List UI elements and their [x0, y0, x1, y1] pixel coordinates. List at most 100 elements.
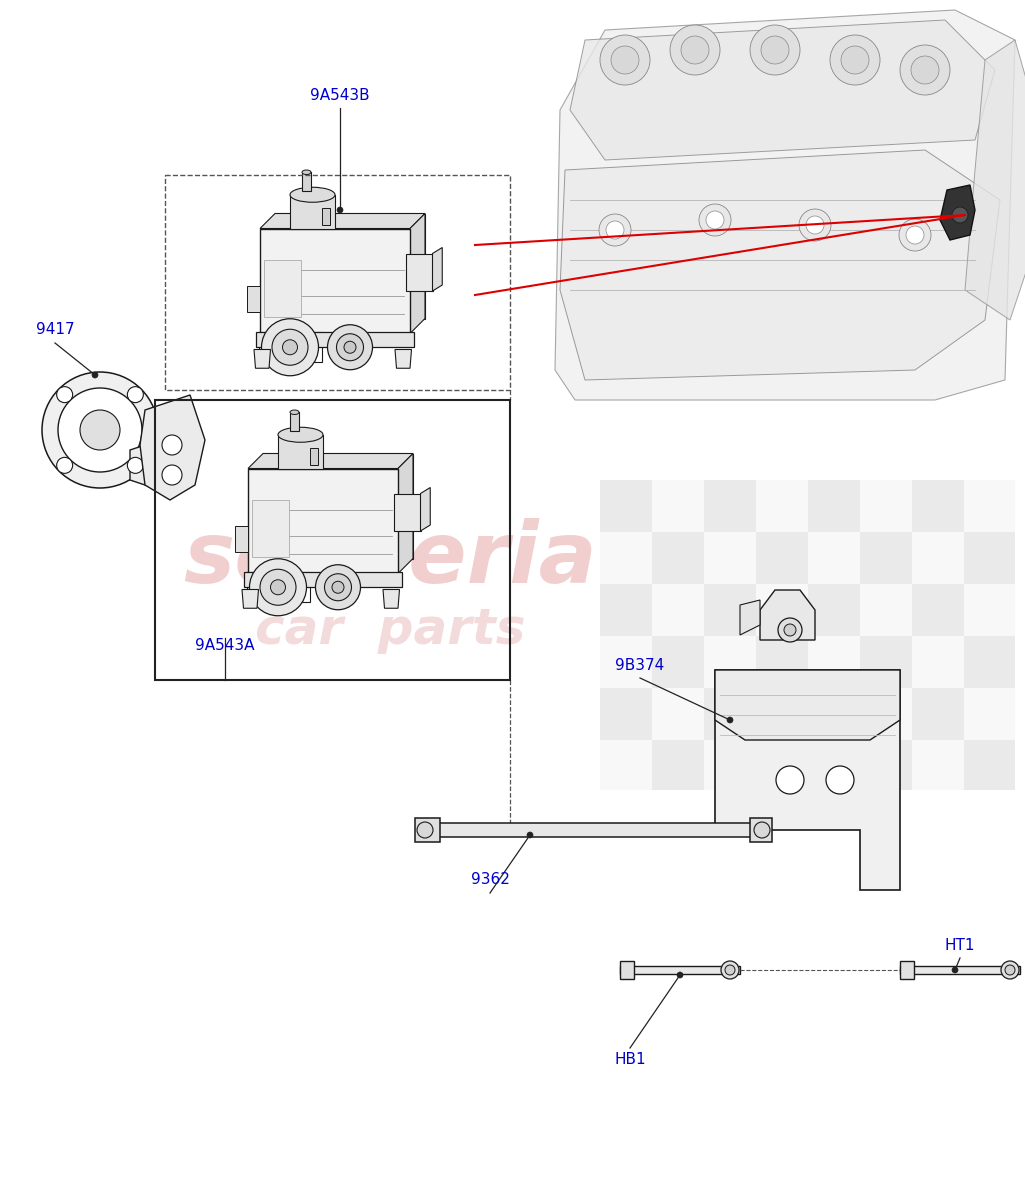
Circle shape: [721, 961, 739, 979]
Polygon shape: [278, 434, 323, 468]
Polygon shape: [560, 150, 1000, 380]
Bar: [652, 740, 704, 790]
Bar: [704, 688, 756, 740]
Bar: [756, 688, 808, 740]
Circle shape: [417, 822, 433, 838]
Circle shape: [261, 319, 319, 376]
Polygon shape: [620, 966, 740, 974]
Circle shape: [249, 559, 306, 616]
Polygon shape: [406, 253, 433, 290]
Bar: [912, 688, 963, 740]
Polygon shape: [275, 214, 425, 318]
Circle shape: [260, 569, 296, 605]
Ellipse shape: [290, 410, 299, 414]
Circle shape: [332, 581, 344, 593]
Bar: [808, 740, 860, 790]
Bar: [756, 636, 808, 688]
Bar: [964, 584, 1015, 636]
Bar: [600, 532, 652, 584]
Bar: [652, 688, 704, 740]
Circle shape: [325, 574, 352, 601]
Circle shape: [1004, 965, 1015, 974]
Bar: [912, 636, 963, 688]
Polygon shape: [715, 670, 900, 890]
Polygon shape: [235, 526, 248, 552]
Polygon shape: [715, 670, 900, 740]
Circle shape: [527, 832, 533, 838]
Circle shape: [56, 457, 73, 473]
Text: 9417: 9417: [36, 323, 74, 337]
Circle shape: [328, 325, 372, 370]
Bar: [808, 532, 860, 584]
Bar: [600, 636, 652, 688]
Text: scuderia: scuderia: [183, 518, 597, 601]
Bar: [964, 532, 1015, 584]
Ellipse shape: [290, 187, 335, 203]
Polygon shape: [433, 247, 442, 290]
Circle shape: [58, 388, 142, 472]
Circle shape: [606, 221, 624, 239]
Bar: [860, 688, 912, 740]
Bar: [652, 584, 704, 636]
Polygon shape: [415, 818, 440, 842]
Polygon shape: [260, 228, 410, 334]
Text: car  parts: car parts: [255, 606, 525, 654]
Polygon shape: [248, 454, 413, 468]
Circle shape: [899, 218, 931, 251]
Bar: [652, 532, 704, 584]
Polygon shape: [246, 286, 260, 312]
Polygon shape: [410, 214, 425, 334]
Circle shape: [272, 329, 308, 365]
Circle shape: [900, 44, 950, 95]
Circle shape: [1001, 961, 1019, 979]
Bar: [165, 175, 510, 390]
Polygon shape: [140, 395, 205, 500]
Polygon shape: [302, 173, 311, 191]
Circle shape: [681, 36, 709, 64]
Circle shape: [725, 965, 735, 974]
Circle shape: [337, 206, 343, 214]
Bar: [964, 688, 1015, 740]
Polygon shape: [254, 349, 271, 368]
Ellipse shape: [302, 170, 311, 174]
Circle shape: [952, 967, 958, 973]
Bar: [704, 584, 756, 636]
Circle shape: [706, 211, 724, 229]
Polygon shape: [620, 961, 634, 979]
Circle shape: [127, 386, 144, 403]
Circle shape: [699, 204, 731, 236]
Polygon shape: [398, 454, 413, 574]
Bar: [860, 584, 912, 636]
Text: 9362: 9362: [470, 872, 509, 888]
Bar: [155, 400, 510, 680]
Circle shape: [600, 35, 650, 85]
Circle shape: [840, 46, 869, 74]
Polygon shape: [130, 434, 180, 490]
Circle shape: [336, 334, 364, 361]
Circle shape: [127, 457, 144, 473]
Circle shape: [283, 340, 297, 355]
Bar: [912, 532, 963, 584]
Circle shape: [316, 565, 361, 610]
Text: HB1: HB1: [614, 1052, 646, 1068]
Circle shape: [906, 226, 924, 244]
Polygon shape: [940, 185, 975, 240]
Circle shape: [599, 214, 631, 246]
Circle shape: [611, 46, 639, 74]
Bar: [600, 688, 652, 740]
Circle shape: [162, 464, 182, 485]
Circle shape: [911, 56, 939, 84]
Polygon shape: [244, 572, 402, 587]
Circle shape: [727, 716, 733, 722]
Polygon shape: [256, 332, 414, 347]
Bar: [964, 480, 1015, 532]
Polygon shape: [322, 208, 330, 224]
Circle shape: [800, 209, 831, 241]
Polygon shape: [263, 454, 413, 558]
Bar: [600, 740, 652, 790]
Bar: [704, 480, 756, 532]
Bar: [756, 740, 808, 790]
Circle shape: [676, 972, 683, 978]
Circle shape: [670, 25, 720, 74]
Text: HT1: HT1: [945, 937, 975, 953]
